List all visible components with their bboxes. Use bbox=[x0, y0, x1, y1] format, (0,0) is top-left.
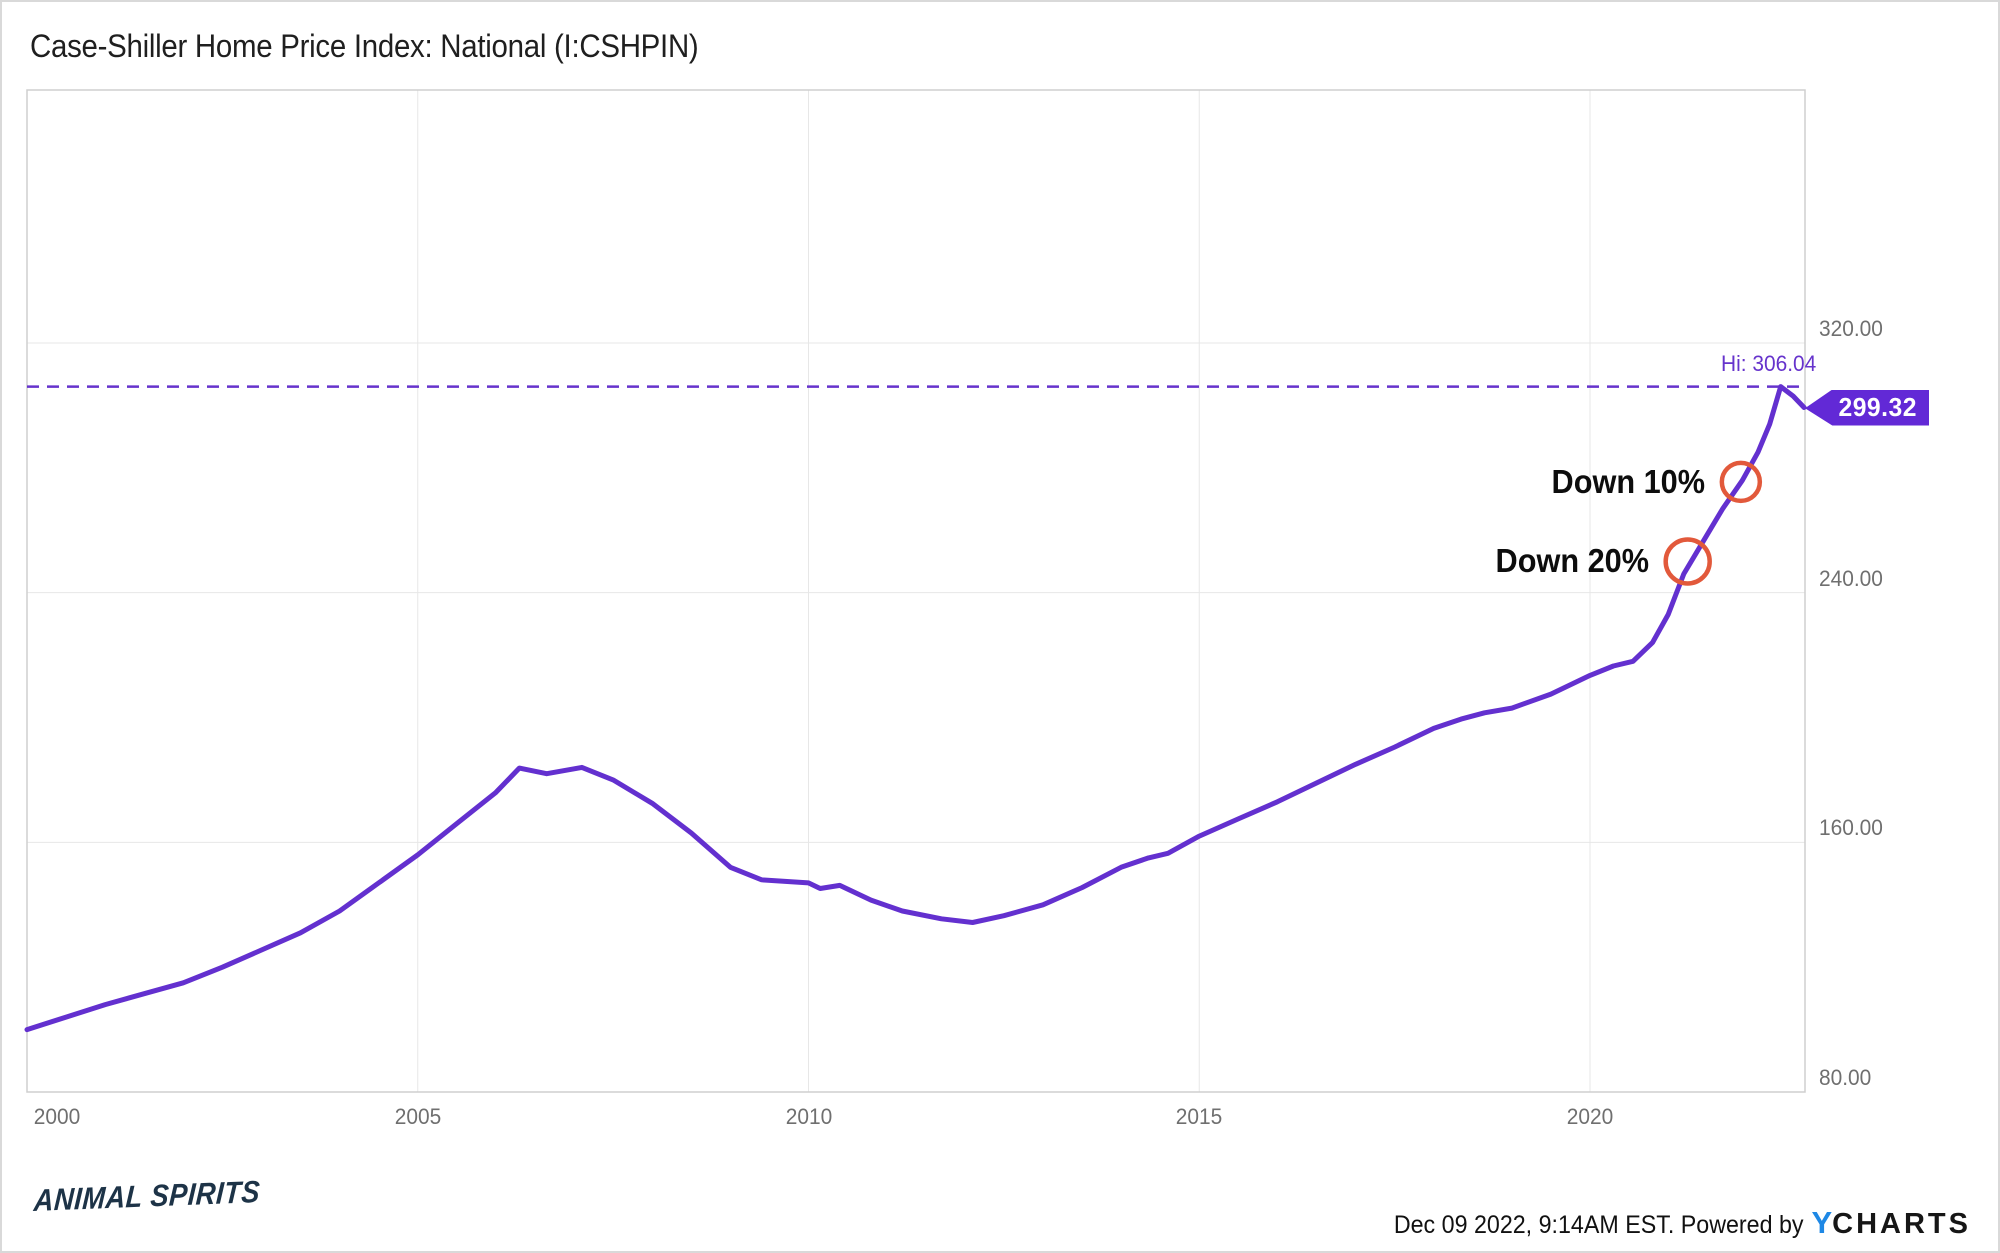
last-value-badge: 299.32 bbox=[1805, 389, 1929, 426]
plot-border bbox=[26, 89, 1806, 1093]
y-axis-tick-label: 320.00 bbox=[1819, 316, 1883, 341]
annotation-label: Down 20% bbox=[1495, 542, 1649, 580]
x-axis-tick-label: 2020 bbox=[1566, 1104, 1614, 1129]
footer-timestamp: Dec 09 2022, 9:14AM EST. Powered by bbox=[1393, 1211, 1804, 1239]
ycharts-y-mark: Y bbox=[1811, 1205, 1833, 1240]
annotation-circle bbox=[1719, 460, 1763, 504]
x-axis-tick-label: 2005 bbox=[394, 1104, 442, 1129]
footer: Dec 09 2022, 9:14AM EST. Powered by YCHA… bbox=[1363, 1205, 1971, 1241]
ycharts-wordmark: CHARTS bbox=[1832, 1208, 1971, 1240]
x-axis-tick-label: 2015 bbox=[1175, 1104, 1223, 1129]
chart-title: Case-Shiller Home Price Index: National … bbox=[30, 28, 699, 64]
price-line bbox=[24, 384, 1807, 1033]
x-axis-tick-label: 2000 bbox=[33, 1104, 81, 1129]
annotation-circle bbox=[1663, 537, 1712, 586]
y-axis-tick-label: 240.00 bbox=[1819, 565, 1883, 591]
annotation-label: Down 10% bbox=[1551, 462, 1705, 500]
y-axis-tick-label: 160.00 bbox=[1819, 815, 1883, 841]
ycharts-logo: YCHARTS bbox=[1811, 1205, 1971, 1241]
x-axis-tick-label: 2010 bbox=[785, 1104, 832, 1129]
last-value-text: 299.32 bbox=[1838, 392, 1917, 423]
y-axis-tick-label: 80.00 bbox=[1819, 1065, 1872, 1090]
high-watermark-label: Hi: 306.04 bbox=[1720, 350, 1816, 376]
